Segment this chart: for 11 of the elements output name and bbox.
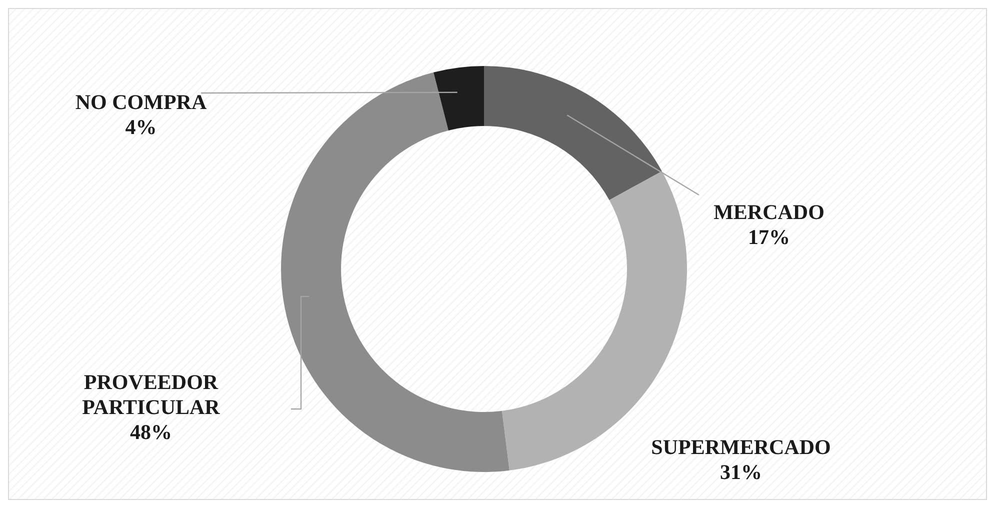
- data-label: 17%: [748, 225, 790, 249]
- slice-label: PROVEEDOR PARTICULAR: [82, 370, 221, 419]
- donut-slice: [281, 72, 510, 472]
- data-label: 48%: [130, 420, 172, 444]
- data-label: 4%: [125, 115, 157, 139]
- slice-label: MERCADO: [714, 200, 824, 224]
- data-label: 31%: [720, 460, 762, 484]
- slice-label: NO COMPRA: [75, 90, 208, 114]
- donut-slice: [484, 66, 662, 200]
- donut-slice: [434, 66, 484, 130]
- slice-label: SUPERMERCADO: [651, 435, 831, 459]
